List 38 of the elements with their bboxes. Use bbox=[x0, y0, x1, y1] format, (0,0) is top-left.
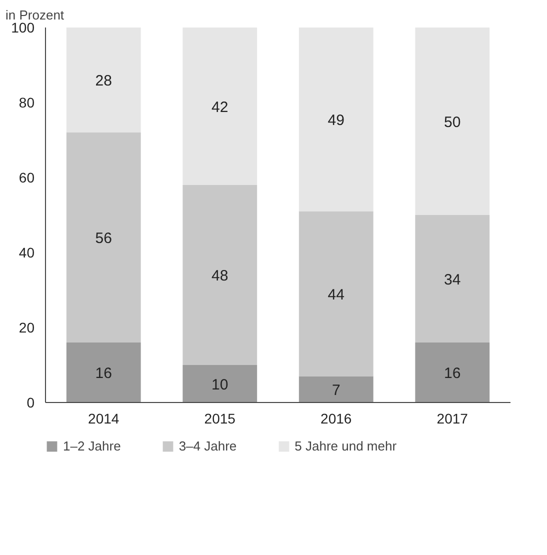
y-axis-title: in Prozent bbox=[6, 8, 64, 22]
data-label: 10 bbox=[212, 376, 228, 394]
bar bbox=[298, 211, 374, 376]
y-tick-label: 60 bbox=[18, 170, 35, 186]
data-label: 50 bbox=[444, 114, 461, 131]
bar bbox=[66, 28, 141, 132]
y-tick-label: 80 bbox=[18, 94, 35, 110]
bar bbox=[415, 342, 490, 402]
bar bbox=[415, 215, 490, 342]
data-label: 44 bbox=[328, 286, 344, 304]
data-label: 49 bbox=[328, 112, 344, 129]
bar bbox=[66, 132, 141, 342]
data-label: 16 bbox=[95, 365, 112, 382]
x-tick-label: 2015 bbox=[204, 410, 236, 426]
data-label: 56 bbox=[95, 230, 112, 247]
data-label: 48 bbox=[212, 268, 228, 284]
legend-label: 3–4 Jahre bbox=[178, 438, 237, 454]
data-label: 7 bbox=[332, 382, 340, 399]
y-tick-label: 20 bbox=[18, 320, 35, 336]
legend-label: 1–2 Jahre bbox=[63, 438, 121, 454]
y-tick-label: 40 bbox=[18, 244, 35, 260]
bar bbox=[182, 365, 258, 402]
legend-label: 5 Jahre und mehr bbox=[294, 438, 397, 454]
bar bbox=[415, 28, 490, 215]
x-tick-label: 2016 bbox=[320, 410, 352, 426]
y-tick-label: 0 bbox=[26, 394, 35, 410]
y-tick-label: 100 bbox=[11, 20, 35, 36]
data-label: 16 bbox=[444, 365, 461, 382]
data-label: 28 bbox=[95, 72, 112, 90]
bar bbox=[298, 376, 374, 402]
x-tick-label: 2014 bbox=[88, 410, 120, 426]
bar bbox=[298, 28, 374, 212]
data-label: 34 bbox=[444, 271, 461, 288]
bar bbox=[182, 185, 258, 365]
data-label: 42 bbox=[212, 98, 228, 116]
bar bbox=[66, 342, 141, 402]
bar bbox=[182, 28, 258, 185]
x-tick-label: 2017 bbox=[436, 410, 468, 426]
